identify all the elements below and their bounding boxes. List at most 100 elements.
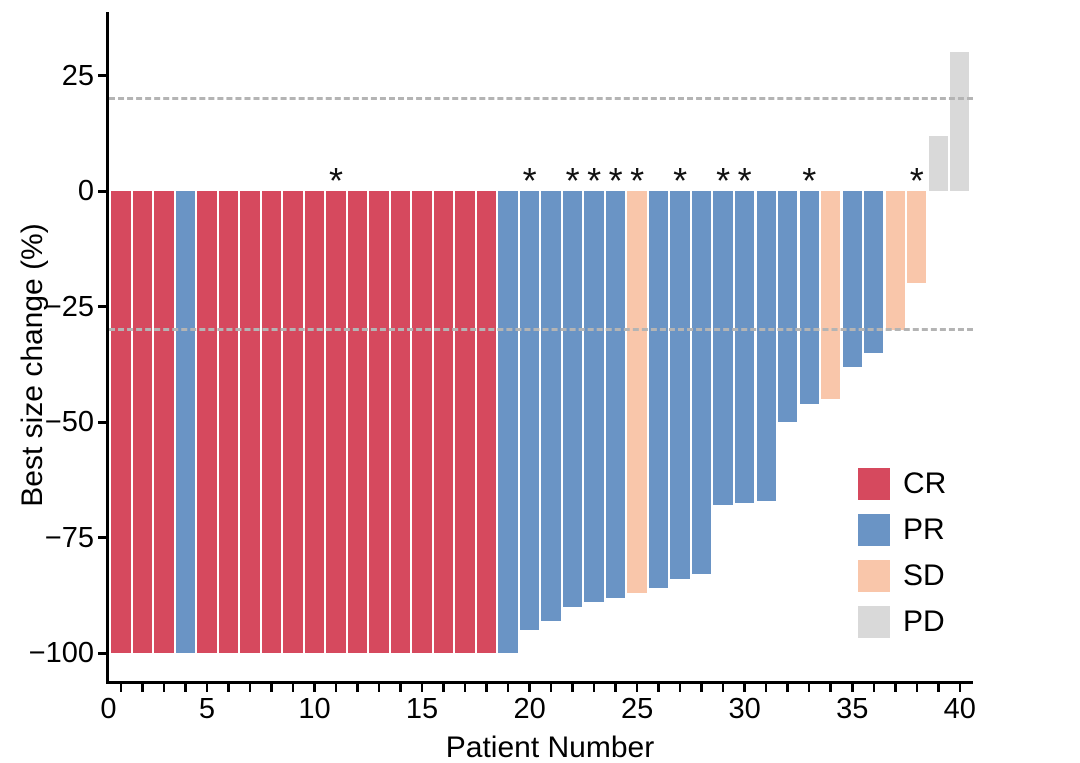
plot-panel: * * * * * * * * * * * xyxy=(106,12,973,684)
x-tick-35 xyxy=(851,684,854,692)
x-tick-40 xyxy=(958,684,962,692)
x-tick-33 xyxy=(807,684,811,692)
x-tick-label-10: 10 xyxy=(298,693,331,725)
y-tick-0 xyxy=(98,189,106,193)
x-tick-21 xyxy=(549,684,553,692)
bar-patient-35 xyxy=(842,191,862,367)
x-tick-20 xyxy=(528,684,531,692)
legend-swatch-SD xyxy=(858,560,890,592)
x-tick-6 xyxy=(227,684,230,692)
legend-label-SD: SD xyxy=(903,559,945,592)
x-tick-label-40: 40 xyxy=(943,693,976,725)
bar-patient-4 xyxy=(175,191,196,653)
bar-patient-16 xyxy=(433,191,454,653)
x-tick-label-0: 0 xyxy=(100,693,117,725)
asterisk-patient-38: * xyxy=(909,160,924,201)
x-tick-label-20: 20 xyxy=(513,693,546,725)
bar-patient-8 xyxy=(261,191,282,653)
bar-patient-29 xyxy=(713,191,733,506)
bar-patient-13 xyxy=(369,191,389,653)
x-tick-1 xyxy=(119,684,123,692)
legend: CR PR SD PD xyxy=(858,468,946,638)
y-axis-title: Best size change (%) xyxy=(16,223,49,507)
x-tick-15 xyxy=(420,684,424,692)
bar-patient-39 xyxy=(928,135,948,191)
bar-patient-30 xyxy=(735,191,755,503)
x-tick-23 xyxy=(592,684,596,692)
x-axis-title: Patient Number xyxy=(445,731,655,763)
x-tick-label-25: 25 xyxy=(621,693,654,725)
bar-patient-11 xyxy=(326,191,346,653)
bar-patient-5 xyxy=(197,191,217,653)
legend-label-PD: PD xyxy=(903,605,945,638)
x-tick-26 xyxy=(657,684,660,692)
x-tick-39 xyxy=(937,684,940,692)
bar-patient-20 xyxy=(519,191,540,630)
x-tick-3 xyxy=(162,684,166,692)
bar-patient-7 xyxy=(240,191,260,653)
asterisk-patient-11: * xyxy=(328,160,343,201)
bar-patient-21 xyxy=(541,191,561,621)
bar-patient-33 xyxy=(799,191,819,404)
legend-label-CR: CR xyxy=(903,467,947,500)
x-tick-38 xyxy=(915,684,919,692)
y-tick--50 xyxy=(98,420,106,424)
x-tick-7 xyxy=(248,684,252,692)
x-tick-37 xyxy=(894,684,897,692)
bar-patient-17 xyxy=(455,191,475,653)
bar-patient-38 xyxy=(907,191,927,284)
x-tick-27 xyxy=(678,684,682,692)
x-tick-label-35: 35 xyxy=(836,693,869,725)
y-tick-25 xyxy=(98,74,106,77)
bar-patient-32 xyxy=(778,191,798,422)
asterisk-patient-27: * xyxy=(673,160,688,201)
legend-swatch-PD xyxy=(858,606,890,638)
x-tick-13 xyxy=(377,684,381,692)
bar-patient-1 xyxy=(111,191,131,653)
asterisk-patient-20: * xyxy=(522,160,537,201)
y-tick-label-0: 0 xyxy=(77,175,94,207)
x-tick-16 xyxy=(442,684,445,692)
x-tick-28 xyxy=(700,684,703,692)
x-tick-31 xyxy=(764,684,768,692)
x-tick-25 xyxy=(635,684,639,692)
asterisk-patient-33: * xyxy=(802,160,817,201)
bar-patient-2 xyxy=(132,191,153,653)
y-tick-label--50: −50 xyxy=(44,406,94,438)
bar-patient-34 xyxy=(821,191,841,399)
x-tick-label-15: 15 xyxy=(405,693,439,725)
x-tick-8 xyxy=(270,684,273,692)
bar-patient-24 xyxy=(605,191,626,598)
bar-patient-9 xyxy=(283,191,303,653)
y-tick-label-25: 25 xyxy=(61,59,94,92)
bar-patient-36 xyxy=(864,191,884,353)
x-tick-36 xyxy=(872,684,875,692)
asterisk-patient-22: * xyxy=(565,160,580,201)
legend-swatch-CR xyxy=(858,468,890,500)
bar-patient-27 xyxy=(670,191,690,580)
x-tick-12 xyxy=(356,684,359,692)
bar-patient-6 xyxy=(218,191,239,653)
x-tick-17 xyxy=(463,684,467,692)
x-tick-label-30: 30 xyxy=(728,693,761,725)
x-tick-32 xyxy=(786,684,789,692)
x-tick-19 xyxy=(506,684,510,692)
bar-patient-10 xyxy=(304,191,325,653)
bar-patient-14 xyxy=(390,191,411,653)
bar-patient-25 xyxy=(627,191,647,593)
y-tick-label--100: −100 xyxy=(28,637,94,669)
bar-patient-23 xyxy=(584,191,604,603)
y-tick--100 xyxy=(98,651,106,655)
bar-patient-18 xyxy=(476,191,497,653)
x-tick-2 xyxy=(141,684,144,692)
x-tick-9 xyxy=(291,684,295,692)
x-tick-10 xyxy=(313,684,316,692)
legend-item-SD: SD xyxy=(858,560,946,592)
asterisk-patient-24: * xyxy=(608,160,623,201)
x-tick-5 xyxy=(205,684,209,692)
bar-patient-40 xyxy=(950,52,970,191)
x-tick-34 xyxy=(829,684,832,692)
x-tick-label-5: 5 xyxy=(198,693,215,725)
y-tick--75 xyxy=(98,536,106,539)
y-tick-label--75: −75 xyxy=(44,521,94,554)
